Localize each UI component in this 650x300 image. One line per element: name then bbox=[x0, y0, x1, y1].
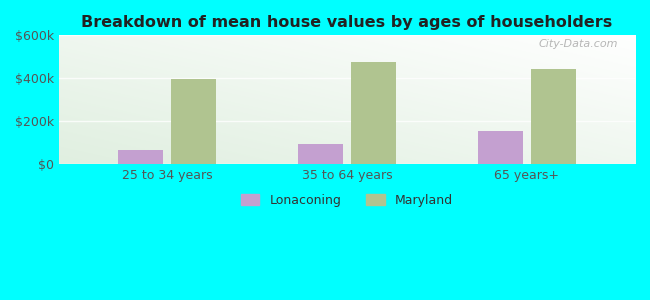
Bar bbox=[298, 144, 343, 164]
Bar bbox=[118, 150, 163, 164]
Bar bbox=[350, 62, 396, 164]
Legend: Lonaconing, Maryland: Lonaconing, Maryland bbox=[236, 189, 458, 212]
Bar bbox=[170, 80, 216, 164]
Bar bbox=[478, 131, 523, 164]
Title: Breakdown of mean house values by ages of householders: Breakdown of mean house values by ages o… bbox=[81, 15, 612, 30]
Text: City-Data.com: City-Data.com bbox=[538, 39, 617, 49]
Bar bbox=[530, 69, 576, 164]
